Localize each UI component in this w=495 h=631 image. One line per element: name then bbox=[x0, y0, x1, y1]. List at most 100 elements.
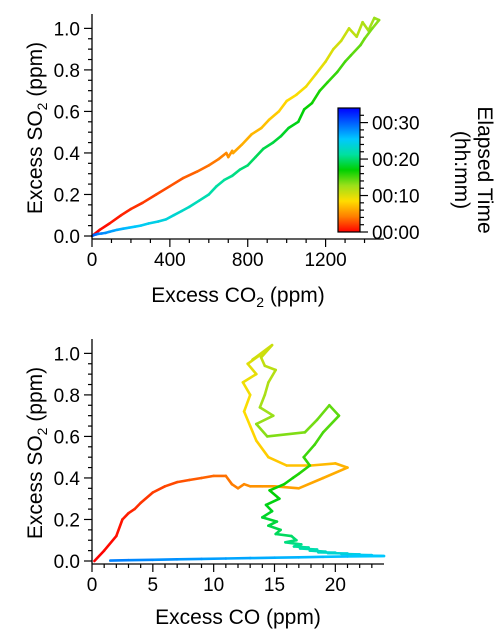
trace-segment bbox=[246, 362, 258, 376]
trace-segment bbox=[250, 126, 263, 136]
trace-segment bbox=[274, 532, 293, 538]
x-tick-label: 20 bbox=[325, 575, 346, 596]
trace-segment bbox=[304, 72, 318, 88]
trace-segment bbox=[267, 455, 289, 467]
trace-segment bbox=[168, 176, 185, 188]
trace-segment bbox=[139, 222, 150, 227]
trace-segment bbox=[303, 418, 319, 434]
trace-segment bbox=[129, 201, 144, 211]
trace-segment bbox=[139, 491, 155, 505]
trace-segment bbox=[224, 474, 234, 486]
trace-segment bbox=[154, 184, 172, 196]
trace-segment bbox=[238, 164, 249, 171]
y-tick-label: 0.2 bbox=[54, 510, 80, 531]
x-tick-label: 400 bbox=[154, 250, 186, 271]
trace-segment bbox=[324, 47, 335, 63]
trace-segment bbox=[263, 381, 270, 397]
trace-segment bbox=[264, 497, 281, 507]
trace-segment bbox=[258, 406, 275, 418]
colorbar-tick-label: 00:30 bbox=[372, 114, 420, 135]
trace-segment bbox=[102, 534, 118, 552]
x-tick-label: 5 bbox=[148, 575, 159, 596]
x-tick-label: 15 bbox=[264, 575, 285, 596]
trace-segment bbox=[93, 549, 106, 563]
trace-segment bbox=[268, 482, 286, 492]
co-x-axis-title: Excess CO (ppm) bbox=[155, 606, 321, 629]
trace-segment bbox=[349, 43, 362, 57]
trace-segment bbox=[141, 193, 158, 205]
co2-y-axis-title: Excess SO2 (ppm) bbox=[24, 42, 50, 214]
trace-segment bbox=[333, 462, 349, 469]
trace-segment bbox=[267, 524, 282, 532]
y-tick-label: 0.6 bbox=[54, 102, 80, 123]
trace-segment bbox=[339, 27, 351, 43]
y-tick-label: 1.0 bbox=[54, 344, 80, 365]
colorbar-tick-label: 00:00 bbox=[372, 223, 420, 244]
y-tick-label: 0.0 bbox=[54, 227, 80, 248]
co-y-axis-title: Excess SO2 (ppm) bbox=[24, 367, 50, 539]
trace-segment bbox=[297, 464, 312, 476]
elapsed-time-colorbar: 00:00 00:10 00:20 00:30 bbox=[337, 107, 420, 244]
trace-segment bbox=[115, 518, 124, 538]
y-tick-label: 0.8 bbox=[54, 61, 80, 82]
trace-segment bbox=[156, 218, 168, 223]
trace-segment bbox=[254, 439, 270, 459]
trace-segment bbox=[302, 101, 314, 111]
trace-segment bbox=[313, 430, 325, 447]
y-tick-label: 0.2 bbox=[54, 185, 80, 206]
trace-segment bbox=[188, 199, 201, 209]
trace-segment bbox=[287, 120, 300, 130]
trace-segment bbox=[361, 20, 370, 32]
trace-segment bbox=[261, 141, 275, 151]
trace-segment bbox=[108, 213, 123, 225]
trace-segment bbox=[248, 424, 258, 442]
trace-segment bbox=[267, 368, 278, 384]
trace-segment bbox=[163, 480, 179, 488]
trace-segment bbox=[180, 205, 191, 213]
trace-segment bbox=[200, 474, 215, 480]
co2-axes: 0.0 0.2 0.4 0.6 0.8 1.0 0 400 800 1200 bbox=[54, 14, 384, 271]
colorbar-tick-label: 00:10 bbox=[372, 187, 420, 208]
trace-segment bbox=[296, 108, 306, 124]
trace-segment bbox=[217, 151, 228, 161]
trace-segment bbox=[318, 81, 329, 92]
trace-segment bbox=[175, 478, 191, 484]
trace-segment bbox=[254, 422, 269, 438]
trace-segment bbox=[355, 20, 364, 39]
trace-segment bbox=[260, 516, 279, 523]
trace-segment bbox=[258, 393, 267, 409]
trace-segment bbox=[147, 220, 160, 225]
trace-segment bbox=[332, 39, 343, 51]
trace-segment bbox=[223, 174, 234, 182]
trace-segment bbox=[310, 89, 322, 105]
trace-segment bbox=[197, 193, 211, 202]
trace-segment bbox=[370, 18, 381, 30]
trace-segment bbox=[207, 184, 218, 196]
trace-segment bbox=[260, 118, 271, 130]
trace-segment bbox=[297, 555, 325, 559]
trace-segment bbox=[259, 343, 274, 359]
co2-panel: 0.0 0.2 0.4 0.6 0.8 1.0 0 400 800 1200 Excess CO2… bbox=[24, 14, 495, 310]
trace-segment bbox=[326, 70, 339, 84]
x-tick-label: 0 bbox=[87, 250, 98, 271]
x-tick-label: 10 bbox=[203, 575, 224, 596]
colorbar-title: Elapsed Time bbox=[473, 106, 495, 233]
trace-segment bbox=[302, 455, 312, 467]
trace-segment bbox=[241, 372, 258, 384]
trace-segment bbox=[241, 381, 252, 397]
trace-segment bbox=[231, 143, 244, 155]
trace-segment bbox=[327, 403, 341, 418]
trace-segment bbox=[230, 168, 242, 178]
trace-segment bbox=[264, 503, 274, 513]
trace-segment bbox=[271, 135, 283, 144]
trace-segment bbox=[315, 403, 331, 422]
x-tick-label: 0 bbox=[87, 575, 98, 596]
trace-segment bbox=[98, 222, 111, 232]
trace-segment bbox=[188, 476, 203, 482]
co-panel: 0.0 0.2 0.4 0.6 0.8 1.0 0 5 10 15 20 Excess CO (pp… bbox=[24, 339, 386, 629]
trace-segment bbox=[240, 133, 253, 146]
trace-segment bbox=[268, 489, 281, 501]
trace-segment bbox=[309, 462, 337, 467]
y-tick-label: 0.4 bbox=[54, 469, 81, 490]
colorbar-gradient bbox=[337, 107, 361, 233]
